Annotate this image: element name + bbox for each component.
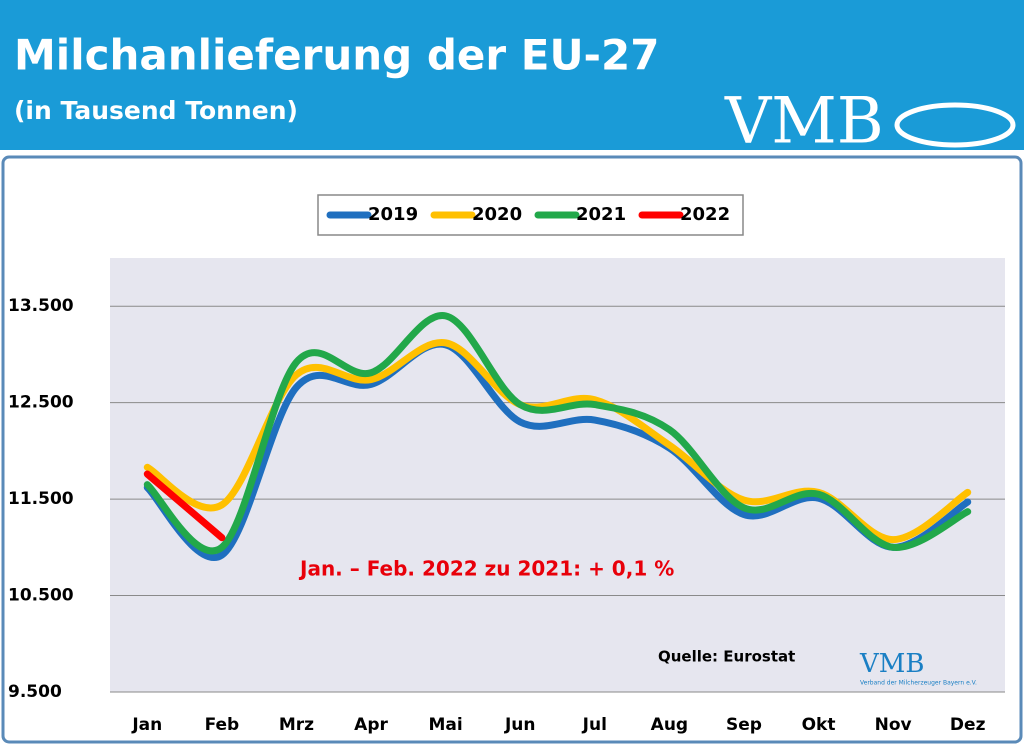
y-tick-label: 11.500	[8, 489, 74, 509]
y-tick-label: 10.500	[8, 586, 74, 606]
legend-label: 2019	[368, 204, 418, 225]
x-tick-label: Feb	[205, 715, 240, 735]
x-tick-label: Mai	[429, 715, 463, 735]
source: Quelle: Eurostat	[658, 648, 795, 666]
x-tick-label: Okt	[802, 715, 836, 735]
header-band	[0, 0, 1024, 150]
logo-text: VMB	[859, 649, 925, 679]
x-tick-label: Sep	[726, 715, 762, 735]
y-tick-label: 12.500	[8, 393, 74, 413]
series-line	[143, 340, 972, 561]
x-tick-label: Jun	[504, 715, 536, 735]
header-logo: VMB	[724, 85, 884, 159]
legend-label: 2022	[680, 204, 730, 225]
logo-swirl	[894, 102, 1016, 148]
series-line	[143, 470, 226, 542]
x-tick-label: Nov	[875, 715, 912, 735]
x-tick-label: Mrz	[279, 715, 314, 735]
logo-subtext: Verband der Milcherzeuger Bayern e.V.	[860, 680, 977, 687]
legend-label: 2020	[472, 204, 522, 225]
legend-label: 2021	[576, 204, 626, 225]
series-line	[143, 312, 972, 555]
y-tick-label: 13.500	[8, 296, 74, 316]
x-tick-label: Jan	[131, 715, 162, 735]
annotation: Jan. – Feb. 2022 zu 2021: + 0,1 %	[298, 557, 674, 581]
x-tick-label: Jul	[582, 715, 607, 735]
x-tick-label: Dez	[950, 715, 986, 735]
x-tick-label: Aug	[651, 715, 688, 735]
subtitle: (in Tausend Tonnen)	[14, 96, 298, 125]
x-tick-label: Apr	[354, 715, 388, 735]
y-tick-label: 9.500	[8, 682, 62, 702]
title: Milchanlieferung der EU-27	[14, 31, 659, 80]
